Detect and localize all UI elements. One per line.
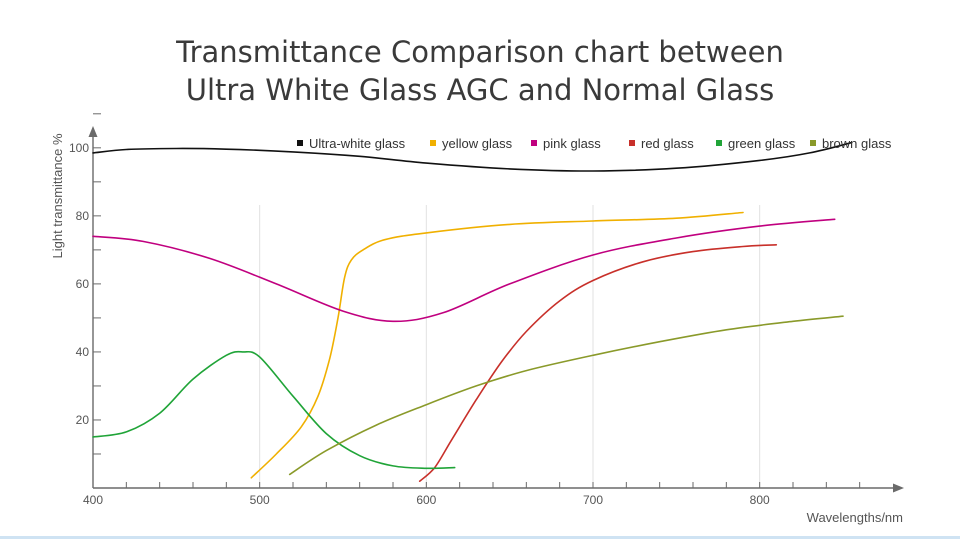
- x-axis-label: Wavelengths/nm: [807, 510, 903, 525]
- series-line-pink-glass: [92, 218, 836, 323]
- legend-label-pink-glass: pink glass: [543, 136, 601, 151]
- legend-swatch-yellow-glass: [430, 140, 436, 146]
- y-tick-label-100: 100: [69, 141, 89, 155]
- y-axis-arrow: [88, 126, 98, 137]
- x-tick-label-400: 400: [83, 493, 103, 507]
- chart-title-line-1: Transmittance Comparison chart between: [176, 35, 784, 69]
- legend-swatch-green-glass: [716, 140, 722, 146]
- legend-label-green-glass: green glass: [728, 136, 796, 151]
- legend-label-ultra-white-glass: Ultra-white glass: [309, 136, 406, 151]
- y-axis-label: Light transmittance %: [50, 133, 65, 258]
- y-tick-label-20: 20: [76, 413, 90, 427]
- legend-swatch-red-glass: [629, 140, 635, 146]
- x-tick-label-800: 800: [750, 493, 770, 507]
- series-line-brown-glass: [288, 315, 844, 476]
- chart-title-line-2: Ultra White Glass AGC and Normal Glass: [185, 73, 775, 107]
- series-line-ultra-white-glass: [92, 141, 853, 172]
- y-tick-label-40: 40: [76, 345, 90, 359]
- legend: Ultra-white glass yellow glass pink glass r…: [297, 136, 892, 151]
- legend-label-yellow-glass: yellow glass: [442, 136, 513, 151]
- x-tick-label-600: 600: [416, 493, 436, 507]
- legend-swatch-brown-glass: [810, 140, 816, 146]
- bottom-divider: [0, 536, 960, 539]
- y-tick-label-60: 60: [76, 277, 90, 291]
- x-axis-arrow: [893, 483, 904, 493]
- x-tick-label-700: 700: [583, 493, 603, 507]
- series-line-green-glass: [92, 350, 456, 470]
- series-line-yellow-glass: [250, 211, 744, 479]
- axes: 400 500 600 700 800 20 40 60 80 100: [69, 113, 904, 507]
- series-lines: [92, 141, 853, 482]
- legend-label-brown-glass: brown glass: [822, 136, 892, 151]
- grid-lines: [259, 205, 761, 488]
- chart-title: Transmittance Comparison chart between U…: [0, 33, 960, 109]
- x-tick-label-500: 500: [250, 493, 270, 507]
- y-tick-label-80: 80: [76, 209, 90, 223]
- series-line-red-glass: [418, 244, 778, 482]
- legend-swatch-pink-glass: [531, 140, 537, 146]
- legend-swatch-ultra-white-glass: [297, 140, 303, 146]
- legend-label-red-glass: red glass: [641, 136, 694, 151]
